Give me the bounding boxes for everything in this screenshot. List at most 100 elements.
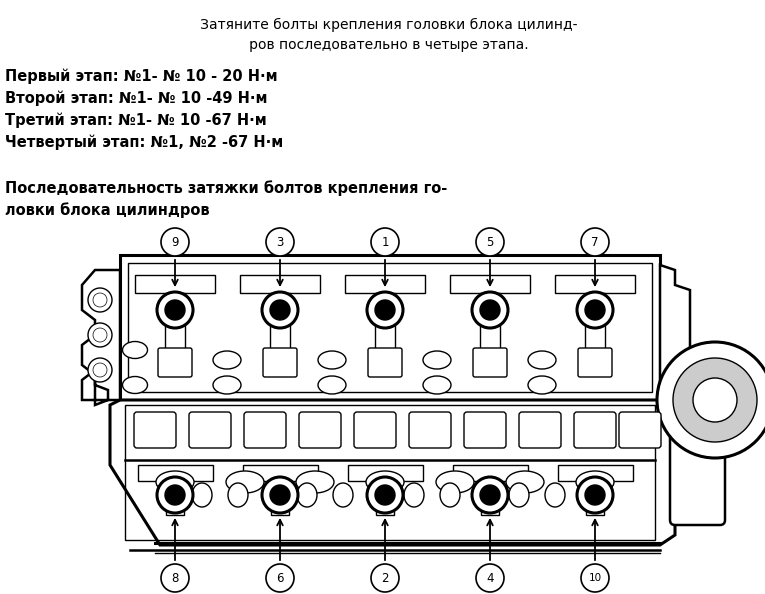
FancyBboxPatch shape xyxy=(354,412,396,448)
Ellipse shape xyxy=(404,483,424,507)
Ellipse shape xyxy=(228,483,248,507)
Text: Первый этап: №1- № 10 - 20 Н·м: Первый этап: №1- № 10 - 20 Н·м xyxy=(5,68,278,84)
Circle shape xyxy=(657,342,765,458)
Text: Последовательность затяжки болтов крепления го-
ловки блока цилиндров: Последовательность затяжки болтов крепле… xyxy=(5,180,448,218)
Circle shape xyxy=(266,228,294,256)
Bar xyxy=(345,275,425,293)
FancyBboxPatch shape xyxy=(519,412,561,448)
Text: 6: 6 xyxy=(276,571,284,584)
Circle shape xyxy=(371,228,399,256)
Circle shape xyxy=(88,288,112,312)
Ellipse shape xyxy=(528,376,556,394)
Text: 5: 5 xyxy=(487,235,493,248)
Ellipse shape xyxy=(122,342,148,359)
Circle shape xyxy=(161,228,189,256)
Ellipse shape xyxy=(318,351,346,369)
Circle shape xyxy=(375,485,395,505)
Bar xyxy=(271,481,289,515)
Bar xyxy=(120,255,660,400)
Text: 3: 3 xyxy=(276,235,284,248)
Bar xyxy=(586,481,604,515)
Circle shape xyxy=(577,292,613,328)
Bar xyxy=(165,293,185,375)
Text: 10: 10 xyxy=(588,573,601,583)
Bar xyxy=(376,481,394,515)
Circle shape xyxy=(367,477,403,513)
Bar xyxy=(128,263,652,392)
Ellipse shape xyxy=(213,351,241,369)
Ellipse shape xyxy=(545,483,565,507)
Ellipse shape xyxy=(122,377,148,393)
FancyBboxPatch shape xyxy=(670,400,725,525)
Text: 2: 2 xyxy=(381,571,389,584)
Circle shape xyxy=(88,358,112,382)
FancyBboxPatch shape xyxy=(299,412,341,448)
FancyBboxPatch shape xyxy=(578,348,612,377)
Bar xyxy=(555,275,635,293)
Ellipse shape xyxy=(296,471,334,493)
Circle shape xyxy=(165,300,185,320)
FancyBboxPatch shape xyxy=(464,412,506,448)
Ellipse shape xyxy=(423,376,451,394)
Ellipse shape xyxy=(226,471,264,493)
Circle shape xyxy=(262,292,298,328)
Text: 7: 7 xyxy=(591,235,599,248)
Bar xyxy=(240,275,320,293)
FancyBboxPatch shape xyxy=(244,412,286,448)
Bar xyxy=(450,275,530,293)
FancyBboxPatch shape xyxy=(189,412,231,448)
Bar xyxy=(243,465,318,481)
Polygon shape xyxy=(660,265,690,400)
Ellipse shape xyxy=(333,483,353,507)
Text: Второй этап: №1- № 10 -49 Н·м: Второй этап: №1- № 10 -49 Н·м xyxy=(5,90,268,106)
Polygon shape xyxy=(82,270,120,405)
Ellipse shape xyxy=(440,483,460,507)
Text: Четвертый этап: №1, №2 -67 Н·м: Четвертый этап: №1, №2 -67 Н·м xyxy=(5,134,283,150)
FancyBboxPatch shape xyxy=(473,348,507,377)
Bar xyxy=(585,293,605,375)
Ellipse shape xyxy=(318,376,346,394)
Ellipse shape xyxy=(436,471,474,493)
Circle shape xyxy=(472,477,508,513)
Text: 8: 8 xyxy=(171,571,179,584)
Bar xyxy=(375,293,395,375)
Ellipse shape xyxy=(366,471,404,493)
Ellipse shape xyxy=(528,351,556,369)
Circle shape xyxy=(693,378,737,422)
Circle shape xyxy=(371,564,399,592)
Text: Затяните болты крепления головки блока цилинд-
   ров последовательно в четыре э: Затяните болты крепления головки блока ц… xyxy=(187,18,578,52)
Circle shape xyxy=(161,564,189,592)
Text: 4: 4 xyxy=(487,571,493,584)
FancyBboxPatch shape xyxy=(368,348,402,377)
Circle shape xyxy=(472,292,508,328)
Ellipse shape xyxy=(192,483,212,507)
Circle shape xyxy=(673,358,757,442)
Circle shape xyxy=(270,485,290,505)
Circle shape xyxy=(577,477,613,513)
Ellipse shape xyxy=(423,351,451,369)
Circle shape xyxy=(585,300,605,320)
Bar xyxy=(135,275,215,293)
Text: Третий этап: №1- № 10 -67 Н·м: Третий этап: №1- № 10 -67 Н·м xyxy=(5,112,267,128)
Circle shape xyxy=(270,300,290,320)
Ellipse shape xyxy=(156,471,194,493)
Circle shape xyxy=(367,292,403,328)
Circle shape xyxy=(93,363,107,377)
Bar xyxy=(480,293,500,375)
FancyBboxPatch shape xyxy=(574,412,616,448)
FancyBboxPatch shape xyxy=(263,348,297,377)
Circle shape xyxy=(476,564,504,592)
Polygon shape xyxy=(110,400,675,545)
Bar xyxy=(348,465,423,481)
Ellipse shape xyxy=(576,471,614,493)
Circle shape xyxy=(585,485,605,505)
Bar xyxy=(166,481,184,515)
Bar xyxy=(558,465,633,481)
Circle shape xyxy=(266,564,294,592)
Ellipse shape xyxy=(509,483,529,507)
Circle shape xyxy=(157,477,193,513)
Bar xyxy=(138,465,213,481)
Bar xyxy=(481,481,499,515)
FancyBboxPatch shape xyxy=(409,412,451,448)
FancyBboxPatch shape xyxy=(158,348,192,377)
